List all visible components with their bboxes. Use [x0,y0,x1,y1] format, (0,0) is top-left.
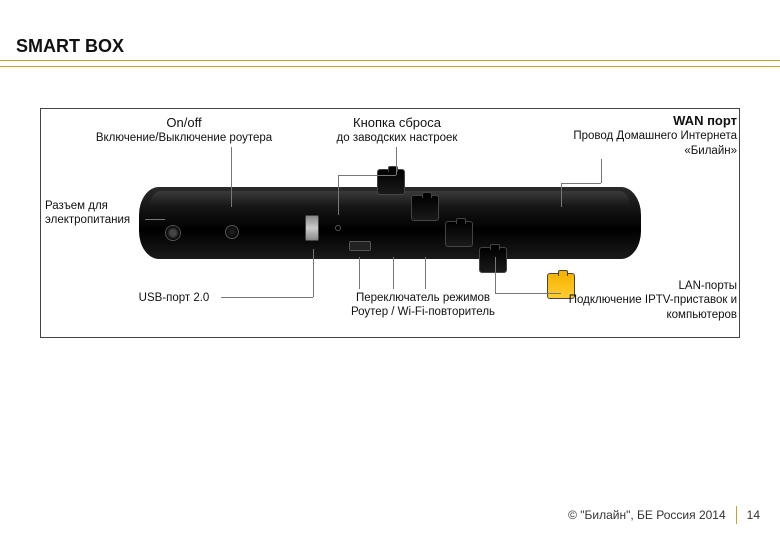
footer-page-number: 14 [747,508,760,522]
lan-port-3 [445,221,473,247]
mode-switch [349,241,371,251]
lan-port-1 [377,169,405,195]
footer: © "Билайн", БЕ Россия 2014 14 [568,506,760,524]
label-usb: USB-порт 2.0 [99,291,249,305]
usb-port [305,215,319,241]
label-reset-sub: до заводских настроек [297,131,497,145]
label-lan: LAN-порты Подключение IPTV-приставок и к… [549,279,737,322]
leader-reset-v2 [338,175,339,215]
label-wan: WAN порт Провод Домашнего Интернета «Бил… [565,113,737,158]
label-power-l2: электропитания [45,213,145,227]
label-reset: Кнопка сброса до заводских настроек [297,115,497,146]
footer-copyright: © "Билайн", БЕ Россия 2014 [568,508,726,522]
leader-usb-v [313,249,314,297]
leader-wan-h [561,183,601,184]
page-title: SMART BOX [16,36,124,57]
label-lan-sub: Подключение IPTV-приставок и компьютеров [549,293,737,322]
leader-reset-v [396,147,397,175]
leader-sw-3 [425,257,426,289]
label-lan-title: LAN-порты [549,279,737,293]
diagram-frame: On/off Включение/Выключение роутера Кноп… [40,108,740,338]
leader-wan-v [601,159,602,183]
label-power: Разъем для электропитания [45,199,145,228]
leader-usb-h [221,297,313,298]
onoff-button [225,225,239,239]
label-wan-title: WAN порт [565,113,737,129]
leader-power [145,219,165,220]
lan-port-4 [479,247,507,273]
lan-port-2 [411,195,439,221]
accent-line-bottom [0,66,780,67]
leader-sw-2 [393,257,394,289]
power-jack [165,225,181,241]
leader-onoff [231,147,232,207]
router-body [139,187,641,259]
label-onoff: On/off Включение/Выключение роутера [69,115,299,146]
label-onoff-title: On/off [69,115,299,131]
leader-lan-v [495,257,496,293]
leader-lan-h [495,293,561,294]
reset-hole [335,225,341,231]
label-wan-sub: Провод Домашнего Интернета «Билайн» [565,129,737,158]
leader-sw-1 [359,257,360,289]
footer-separator [736,506,737,524]
label-usb-title: USB-порт 2.0 [99,291,249,305]
label-reset-title: Кнопка сброса [297,115,497,131]
leader-reset-h [338,175,396,176]
label-onoff-sub: Включение/Выключение роутера [69,131,299,145]
label-switch-sub: Роутер / Wi-Fi-повторитель [313,305,533,319]
accent-line-top [0,60,780,61]
label-power-l1: Разъем для [45,199,145,213]
label-switch: Переключатель режимов Роутер / Wi-Fi-пов… [313,291,533,320]
leader-wan-v2 [561,183,562,207]
